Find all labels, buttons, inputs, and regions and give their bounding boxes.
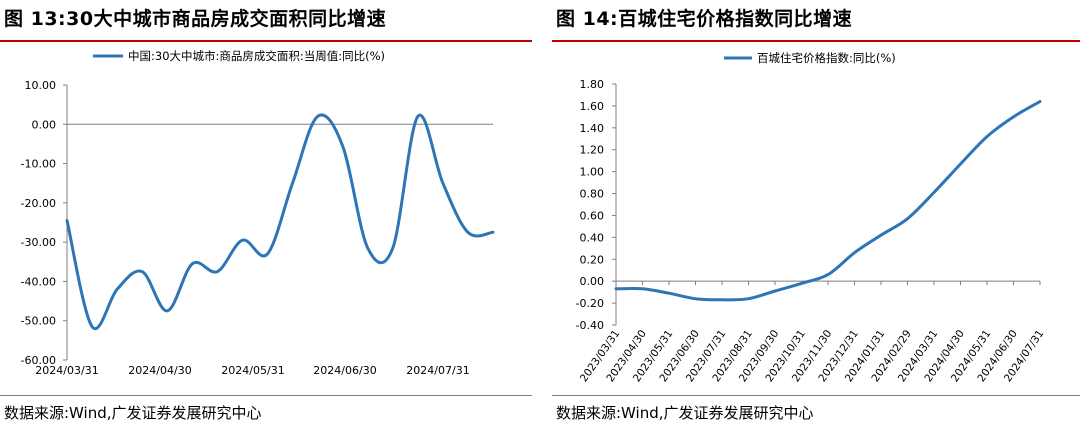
figure-13-title: 图 13:30大中城市商品房成交面积同比增速 [4, 8, 387, 30]
figure-13-source-rule [0, 395, 532, 396]
legend-label: 中国:30大中城市:商品房成交面积:当周值:同比(%) [128, 49, 385, 63]
y-tick-label: -10.00 [21, 158, 56, 171]
figure-13-panel: 图 13:30大中城市商品房成交面积同比增速 10.00 0.00 -10.00 -2… [0, 0, 532, 435]
series-line [65, 113, 495, 331]
y-tick-label: 1.60 [580, 100, 605, 113]
x-tick-label: 2024/05/31 [221, 364, 284, 377]
x-tick-label: 2024/03/31 [35, 364, 98, 377]
figure-14-source-rule [552, 395, 1080, 396]
y-tick-label: -50.00 [21, 315, 56, 328]
legend-label: 百城住宅价格指数:同比(%) [757, 51, 896, 65]
figure-14-title-rule [552, 40, 1080, 42]
figure-13-title-rule [0, 40, 532, 42]
y-tick-label: 1.20 [580, 144, 605, 157]
figure-14-panel: 图 14:百城住宅价格指数同比增速 1.80 1.60 1.40 1.20 1.00 0.… [552, 0, 1080, 435]
y-tick-label: 0.40 [580, 231, 605, 244]
y-tick-label: 0.20 [580, 253, 605, 266]
figure-14-title: 图 14:百城住宅价格指数同比增速 [556, 8, 853, 30]
y-tick-label: 0.60 [580, 209, 605, 222]
figure-13-source: 数据来源:Wind,广发证券发展研究中心 [4, 404, 262, 422]
y-tick-label: 10.00 [25, 79, 57, 92]
y-tick-label: 1.00 [580, 166, 605, 179]
series-line [614, 100, 1042, 302]
x-tick-label: 2024/06/30 [313, 364, 376, 377]
y-tick-label: -20.00 [21, 197, 56, 210]
x-tick-label: 2024/04/30 [128, 364, 191, 377]
y-tick-label: -0.40 [576, 319, 604, 332]
y-tick-label: -60.00 [21, 354, 56, 367]
y-tick-label: 0.00 [32, 118, 57, 131]
x-tick-label: 2024/07/31 [406, 364, 469, 377]
y-tick-label: -40.00 [21, 275, 56, 288]
y-tick-label: -30.00 [21, 236, 56, 249]
y-tick-label: 0.00 [580, 275, 605, 288]
y-tick-label: 0.80 [580, 188, 605, 201]
y-tick-label: 1.80 [580, 78, 605, 91]
figure-13-chart: 10.00 0.00 -10.00 -20.00 -30.00 -40.00 -50.00 -… [21, 49, 495, 377]
figure-14-chart: 1.80 1.60 1.40 1.20 1.00 0.80 0.60 0.40 0.20 0.00… [576, 51, 1047, 384]
y-tick-label: 1.40 [580, 122, 605, 135]
figure-14-source: 数据来源:Wind,广发证券发展研究中心 [556, 404, 814, 422]
y-tick-label: -0.20 [576, 297, 604, 310]
